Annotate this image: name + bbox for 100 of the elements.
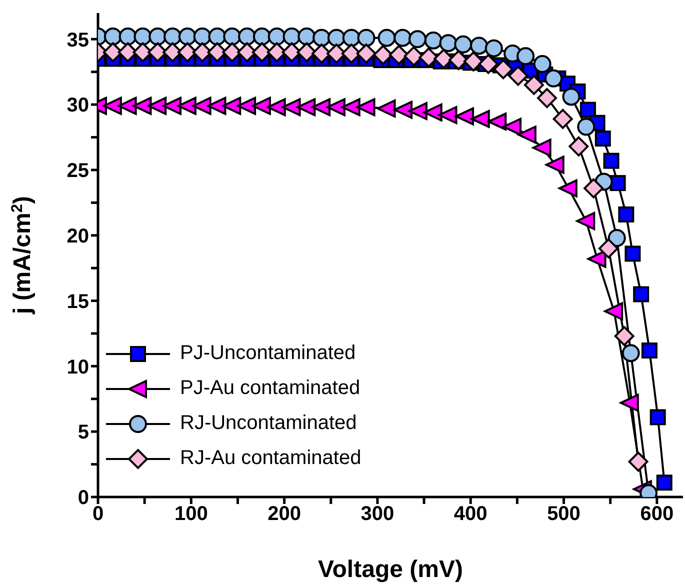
x-axis-title: Voltage (mV) bbox=[318, 556, 463, 583]
y-tick-label: 20 bbox=[66, 225, 89, 248]
y-tick-label: 10 bbox=[66, 356, 89, 378]
point bbox=[266, 98, 286, 116]
point bbox=[455, 107, 474, 126]
point bbox=[312, 98, 331, 116]
point bbox=[544, 69, 563, 88]
point bbox=[454, 35, 472, 54]
legend-label: PJ-Uncontaminated bbox=[180, 342, 356, 365]
point bbox=[532, 138, 552, 157]
point bbox=[252, 96, 271, 115]
point bbox=[478, 54, 498, 74]
point bbox=[438, 106, 458, 124]
point bbox=[594, 130, 611, 147]
point bbox=[470, 110, 490, 128]
point bbox=[470, 36, 488, 55]
point bbox=[132, 96, 152, 115]
point bbox=[628, 452, 648, 472]
point bbox=[408, 30, 427, 48]
point bbox=[424, 31, 442, 50]
y-tick-label: 25 bbox=[66, 160, 89, 182]
point bbox=[577, 118, 596, 136]
point bbox=[356, 44, 376, 64]
point bbox=[237, 96, 256, 115]
point bbox=[408, 102, 428, 120]
point bbox=[493, 59, 514, 80]
point bbox=[580, 102, 596, 118]
point bbox=[388, 44, 409, 65]
point bbox=[192, 96, 212, 115]
point bbox=[484, 39, 503, 58]
x-tick-label: 300 bbox=[360, 503, 394, 526]
point bbox=[562, 88, 580, 106]
point bbox=[576, 212, 596, 230]
point bbox=[448, 50, 468, 70]
x-tick-label: 200 bbox=[268, 503, 301, 526]
point bbox=[357, 28, 376, 47]
point bbox=[624, 246, 641, 262]
point bbox=[587, 250, 606, 268]
y-tick-label: 0 bbox=[78, 487, 89, 510]
x-tick-label: 500 bbox=[547, 503, 580, 526]
point bbox=[508, 66, 528, 86]
point bbox=[296, 98, 316, 116]
point bbox=[118, 96, 137, 115]
point bbox=[463, 51, 484, 72]
point bbox=[650, 409, 666, 426]
point bbox=[568, 136, 589, 156]
point bbox=[558, 179, 578, 198]
point bbox=[516, 47, 535, 66]
point bbox=[341, 98, 360, 116]
y-tick-label: 35 bbox=[66, 29, 89, 52]
point bbox=[404, 46, 424, 66]
point bbox=[222, 96, 242, 115]
point bbox=[434, 48, 454, 69]
legend-label: RJ-Au contaminated bbox=[180, 447, 362, 470]
point bbox=[423, 103, 442, 122]
point bbox=[102, 96, 122, 115]
point bbox=[148, 96, 167, 115]
point bbox=[622, 344, 640, 362]
point bbox=[394, 100, 413, 119]
point bbox=[378, 28, 396, 47]
point bbox=[502, 118, 522, 136]
legend-label: PJ-Au contaminated bbox=[180, 377, 360, 400]
legend-label: RJ-Uncontaminated bbox=[180, 412, 357, 435]
point bbox=[356, 98, 376, 116]
point bbox=[620, 394, 639, 412]
x-tick-label: 600 bbox=[640, 503, 674, 526]
point bbox=[552, 108, 573, 129]
point bbox=[394, 28, 412, 47]
y-tick-label: 5 bbox=[78, 422, 89, 444]
point bbox=[633, 286, 650, 302]
point bbox=[608, 228, 626, 247]
point bbox=[533, 55, 552, 74]
point bbox=[517, 126, 536, 144]
y-tick-label: 30 bbox=[66, 94, 89, 117]
point bbox=[641, 342, 658, 358]
point bbox=[603, 152, 620, 169]
x-tick-label: 400 bbox=[454, 503, 488, 526]
point bbox=[545, 156, 564, 174]
point bbox=[598, 238, 618, 258]
point bbox=[177, 96, 196, 115]
point bbox=[618, 206, 634, 222]
point bbox=[524, 74, 544, 95]
point bbox=[604, 302, 624, 320]
x-tick-label: 100 bbox=[174, 503, 208, 526]
x-tick-label: 0 bbox=[92, 503, 104, 526]
point bbox=[584, 178, 604, 198]
point bbox=[418, 47, 439, 68]
point bbox=[610, 175, 626, 192]
point bbox=[536, 88, 557, 108]
point bbox=[376, 99, 396, 118]
point bbox=[326, 98, 346, 116]
point bbox=[656, 474, 672, 491]
y-tick-label: 15 bbox=[66, 290, 89, 313]
point bbox=[296, 42, 317, 62]
point bbox=[488, 112, 507, 131]
point bbox=[439, 34, 458, 52]
point bbox=[282, 98, 301, 116]
point bbox=[207, 96, 226, 115]
point bbox=[162, 96, 182, 115]
point bbox=[614, 326, 634, 346]
